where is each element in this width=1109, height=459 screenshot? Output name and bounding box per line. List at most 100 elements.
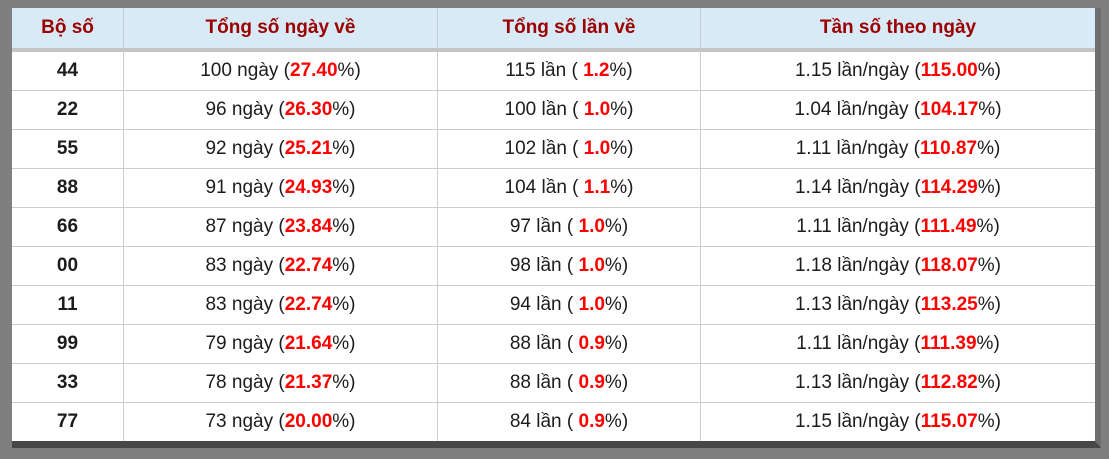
cell-text: 99 [56, 333, 79, 354]
percentage-highlight: 1.1 [583, 177, 611, 198]
col-header-times: Tổng số lần về [437, 8, 700, 52]
cell-text: %) [976, 333, 1000, 354]
frequency-cell: 1.18 lần/ngày (118.07%) [700, 247, 1095, 286]
cell-text: %) [977, 294, 1001, 315]
cell-text: %) [610, 138, 634, 159]
cell-text: 00 [56, 255, 79, 276]
percentage-highlight: 1.0 [583, 138, 611, 159]
cell-text: %) [604, 216, 629, 237]
days-cell: 83 ngày (22.74%) [123, 286, 437, 325]
cell-text: 100 ngày ( [200, 60, 290, 81]
cell-text: %) [332, 255, 356, 276]
cell-text: %) [332, 177, 356, 198]
cell-text: %) [609, 60, 633, 81]
percentage-highlight: 112.82 [920, 372, 978, 393]
cell-text: %) [978, 99, 1002, 120]
cell-text: %) [976, 216, 1000, 237]
percentage-highlight: 0.9 [578, 411, 605, 432]
percentage-highlight: 0.9 [578, 333, 605, 354]
cell-text: %) [332, 372, 356, 393]
col-header-pair: Bộ số [12, 8, 123, 52]
percentage-highlight: 113.25 [920, 294, 978, 315]
cell-text: %) [332, 138, 356, 159]
pair-cell: 22 [12, 91, 123, 130]
table-row: 66 87 ngày (23.84%) 97 lần ( 1.0%) 1.11 lần… [12, 208, 1095, 247]
cell-text: %) [604, 294, 629, 315]
percentage-highlight: 21.37 [284, 372, 333, 393]
cell-text: 1.18 lần/ngày ( [794, 255, 921, 276]
frequency-cell: 1.11 lần/ngày (111.49%) [700, 208, 1095, 247]
cell-text: 91 ngày ( [205, 177, 285, 198]
col-header-days: Tổng số ngày về [123, 8, 437, 52]
percentage-highlight: 115.07 [920, 411, 978, 432]
times-cell: 104 lần ( 1.1%) [437, 169, 700, 208]
cell-text: %) [332, 294, 356, 315]
percentage-highlight: 111.39 [920, 333, 977, 354]
cell-text: 83 ngày ( [205, 255, 285, 276]
cell-text: 44 [56, 60, 79, 81]
percentage-highlight: 24.93 [284, 177, 333, 198]
cell-text: %) [337, 60, 361, 81]
pair-cell: 55 [12, 130, 123, 169]
cell-text: 88 lần ( [509, 372, 579, 393]
cell-text: %) [977, 138, 1001, 159]
pair-cell: 00 [12, 247, 123, 286]
cell-text: 102 lần ( [504, 138, 584, 159]
cell-text: 73 ngày ( [205, 411, 285, 432]
table-row: 33 78 ngày (21.37%) 88 lần ( 0.9%) 1.13 lần… [12, 364, 1095, 403]
cell-text: %) [604, 333, 629, 354]
times-cell: 97 lần ( 1.0%) [437, 208, 700, 247]
cell-text: %) [332, 333, 356, 354]
pair-cell: 44 [12, 52, 123, 91]
percentage-highlight: 0.9 [578, 372, 605, 393]
days-cell: 91 ngày (24.93%) [123, 169, 437, 208]
cell-text: 115 lần ( [505, 60, 584, 81]
times-cell: 88 lần ( 0.9%) [437, 325, 700, 364]
cell-text: 79 ngày ( [205, 333, 285, 354]
cell-text: 87 ngày ( [205, 216, 285, 237]
table-row: 55 92 ngày (25.21%) 102 lần ( 1.0%) 1.11 lầ… [12, 130, 1095, 169]
cell-text: 22 [56, 99, 79, 120]
table-row: 22 96 ngày (26.30%) 100 lần ( 1.0%) 1.04 lầ… [12, 91, 1095, 130]
table-row: 11 83 ngày (22.74%) 94 lần ( 1.0%) 1.13 lần… [12, 286, 1095, 325]
percentage-highlight: 21.64 [284, 333, 333, 354]
percentage-highlight: 110.87 [919, 138, 978, 159]
days-cell: 83 ngày (22.74%) [123, 247, 437, 286]
days-cell: 96 ngày (26.30%) [123, 91, 437, 130]
table-row: 00 83 ngày (22.74%) 98 lần ( 1.0%) 1.18 lần… [12, 247, 1095, 286]
percentage-highlight: 111.49 [920, 216, 977, 237]
times-cell: 98 lần ( 1.0%) [437, 247, 700, 286]
cell-text: 1.04 lần/ngày ( [794, 99, 921, 120]
percentage-highlight: 118.07 [920, 255, 978, 276]
cell-text: 1.13 lần/ngày ( [794, 372, 921, 393]
percentage-highlight: 20.00 [284, 411, 333, 432]
cell-text: 1.11 lần/ngày ( [796, 333, 921, 354]
times-cell: 100 lần ( 1.0%) [437, 91, 700, 130]
cell-text: %) [977, 411, 1001, 432]
frequency-cell: 1.11 lần/ngày (110.87%) [700, 130, 1095, 169]
cell-text: %) [610, 177, 634, 198]
pair-cell: 33 [12, 364, 123, 403]
percentage-highlight: 104.17 [920, 99, 979, 120]
cell-text: 97 lần ( [509, 216, 579, 237]
percentage-highlight: 1.0 [578, 216, 605, 237]
cell-text: %) [977, 255, 1001, 276]
days-cell: 92 ngày (25.21%) [123, 130, 437, 169]
cell-text: 55 [56, 138, 79, 159]
frequency-cell: 1.13 lần/ngày (112.82%) [700, 364, 1095, 403]
percentage-highlight: 22.74 [284, 294, 333, 315]
cell-text: 33 [56, 372, 79, 393]
percentage-highlight: 26.30 [284, 99, 333, 120]
percentage-highlight: 27.40 [290, 60, 338, 81]
days-cell: 78 ngày (21.37%) [123, 364, 437, 403]
cell-text: 1.15 lần/ngày ( [794, 411, 921, 432]
col-header-frequency: Tần số theo ngày [700, 8, 1095, 52]
percentage-highlight: 23.84 [284, 216, 333, 237]
cell-text: %) [977, 372, 1001, 393]
cell-text: %) [604, 255, 629, 276]
pair-cell: 66 [12, 208, 123, 247]
times-cell: 102 lần ( 1.0%) [437, 130, 700, 169]
cell-text: %) [977, 60, 1001, 81]
frequency-cell: 1.15 lần/ngày (115.00%) [700, 52, 1095, 91]
cell-text: 1.11 lần/ngày ( [796, 216, 921, 237]
